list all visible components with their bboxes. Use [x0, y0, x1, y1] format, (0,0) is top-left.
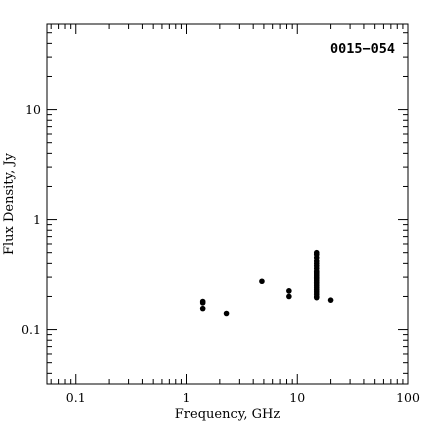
data-point: [286, 293, 292, 300]
data-point: [199, 305, 206, 312]
data-point: [286, 288, 292, 294]
data-point: [313, 294, 320, 301]
y-tick-label: 0.1: [21, 322, 41, 337]
x-tick-label: 1: [183, 390, 191, 405]
plot-frame: [46, 23, 409, 385]
y-tick-label: 1: [33, 212, 41, 227]
y-axis-label: Flux Density, Jy: [2, 152, 17, 255]
x-tick-label: 0.1: [66, 390, 86, 405]
source-name-annotation: 0015−054: [330, 41, 395, 57]
x-axis-label: Frequency, GHz: [175, 407, 281, 422]
x-tick-label: 10: [289, 390, 305, 405]
data-point: [327, 297, 334, 303]
tick-labels: 0.1 1 10 100 0.1 1 10: [21, 102, 420, 405]
data-point: [223, 310, 230, 317]
data-points: [199, 249, 334, 317]
data-point: [259, 278, 265, 285]
data-point: [199, 300, 206, 306]
axis-ticks: [47, 23, 409, 384]
x-tick-label: 100: [396, 390, 420, 405]
y-tick-label: 10: [25, 102, 41, 117]
